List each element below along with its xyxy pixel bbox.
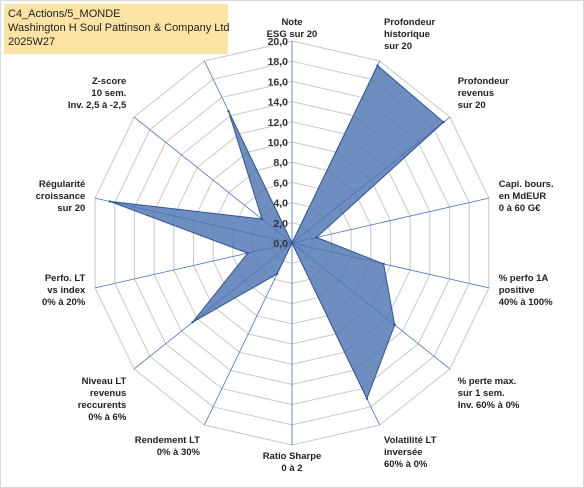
data-point	[108, 200, 112, 203]
axis-label: % perte max. sur 1 sem. Inv. 60% à 0%	[458, 376, 520, 411]
tick-label: 16,0	[268, 76, 289, 88]
tick-label: 14,0	[268, 97, 289, 109]
axis-label-line: sur 1 sem.	[458, 388, 505, 399]
data-point	[290, 241, 294, 245]
axis-label-line: Profondeur	[384, 17, 435, 28]
axis-label: Rendement LT 0% à 30%	[135, 435, 201, 458]
axis-label: Note ESG sur 20	[267, 17, 318, 40]
data-point	[315, 236, 318, 239]
tick-label: 6,0	[273, 177, 288, 189]
tick-label: 0,0	[273, 238, 288, 250]
axis-label-line: vs index	[47, 285, 86, 296]
axis-label: Volatilité LT inversée 60% à 0%	[384, 435, 437, 470]
axis-label-line: Z-score	[92, 76, 126, 87]
data-point	[382, 262, 385, 266]
axis-label-line: Niveau LT	[82, 376, 127, 387]
axis-label-line: Rendement LT	[135, 435, 200, 446]
tick-label: 20,0	[268, 36, 289, 48]
data-point	[246, 251, 249, 255]
axis-label-line: 0% à 20%	[42, 297, 86, 308]
axis-label-line: sur 20	[384, 41, 412, 52]
axis-label: Profondeur historique sur 20	[384, 17, 435, 52]
axis-label-line: inversée	[384, 447, 423, 458]
tick-label: 12,0	[268, 117, 289, 129]
axis-label-line: croissance	[36, 191, 86, 202]
axis-label-line: Régularité	[39, 179, 85, 190]
axis-label: % perfo 1A positive 40% à 100%	[499, 273, 553, 308]
axis-label-line: historique	[384, 29, 430, 40]
tick-label: 18,0	[268, 56, 289, 68]
axis-label-line: 0 à 60 G€	[499, 203, 541, 214]
axis-label-line: 40% à 100%	[499, 297, 553, 308]
axis-label-line: Ratio Sharpe	[263, 451, 322, 462]
axis-label: Capi. bours. en MdEUR 0 à 60 G€	[499, 179, 554, 214]
title-line-company: Washington H Soul Pattinson & Company Lt…	[8, 22, 230, 34]
axis-label-line: revenus	[458, 88, 494, 99]
tick-label: 10,0	[268, 137, 289, 149]
chart-title-box: C4_Actions/5_MONDE Washington H Soul Pat…	[4, 4, 230, 54]
axis-label: Ratio Sharpe 0 à 2	[263, 451, 322, 474]
axis-label-line: positive	[499, 285, 535, 296]
axis-label-line: sur 20	[458, 100, 486, 111]
title-line-category: C4_Actions/5_MONDE	[8, 8, 121, 20]
tick-label: 2,0	[273, 218, 288, 230]
axis-label-line: en MdEUR	[499, 191, 547, 202]
data-point	[275, 272, 279, 276]
axis-label-line: % perte max.	[458, 376, 517, 387]
data-point	[393, 323, 396, 327]
axis-label-line: Volatilité LT	[384, 435, 437, 446]
axis-label-line: Note	[281, 17, 302, 28]
tick-label: 4,0	[273, 198, 288, 210]
data-point	[365, 397, 369, 400]
axis-label-line: 0 à 2	[281, 463, 302, 474]
axis-label-line: Inv. 60% à 0%	[458, 400, 520, 411]
axis-label-line: revenus	[90, 388, 126, 399]
data-point	[376, 64, 379, 67]
axis-label-line: 60% à 0%	[384, 459, 428, 470]
title-line-week: 2025W27	[8, 36, 56, 48]
axis-label-line: Profondeur	[458, 76, 509, 87]
data-point	[227, 109, 230, 113]
axis-label: Niveau LT revenus reccurents 0% à 6%	[78, 376, 127, 423]
data-point	[260, 217, 264, 221]
axis-label-line: Perfo. LT	[45, 273, 86, 284]
axis-label: Profondeur revenus sur 20	[458, 76, 509, 111]
axis-label: Z-score 10 sem. Inv. 2,5 à -2,5	[68, 76, 127, 111]
axis-label: Régularité croissance sur 20	[36, 179, 86, 214]
axis-label-line: Inv. 2,5 à -2,5	[68, 100, 127, 111]
axis-label-line: 10 sem.	[91, 88, 126, 99]
axis-label-line: 0% à 6%	[88, 412, 127, 423]
axis-label-line: sur 20	[57, 203, 85, 214]
axis-spoke	[291, 197, 489, 244]
axis-label: Perfo. LT vs index 0% à 20%	[42, 273, 86, 308]
tick-label: 8,0	[273, 157, 288, 169]
axis-label-line: 0% à 30%	[157, 447, 201, 458]
axis-label-line: reccurents	[78, 400, 127, 411]
data-point	[191, 321, 194, 324]
axis-label-line: ESG sur 20	[267, 29, 318, 40]
data-point	[442, 120, 445, 124]
axis-label-line: Capi. bours.	[499, 179, 554, 190]
axis-label-line: % perfo 1A	[499, 273, 549, 284]
